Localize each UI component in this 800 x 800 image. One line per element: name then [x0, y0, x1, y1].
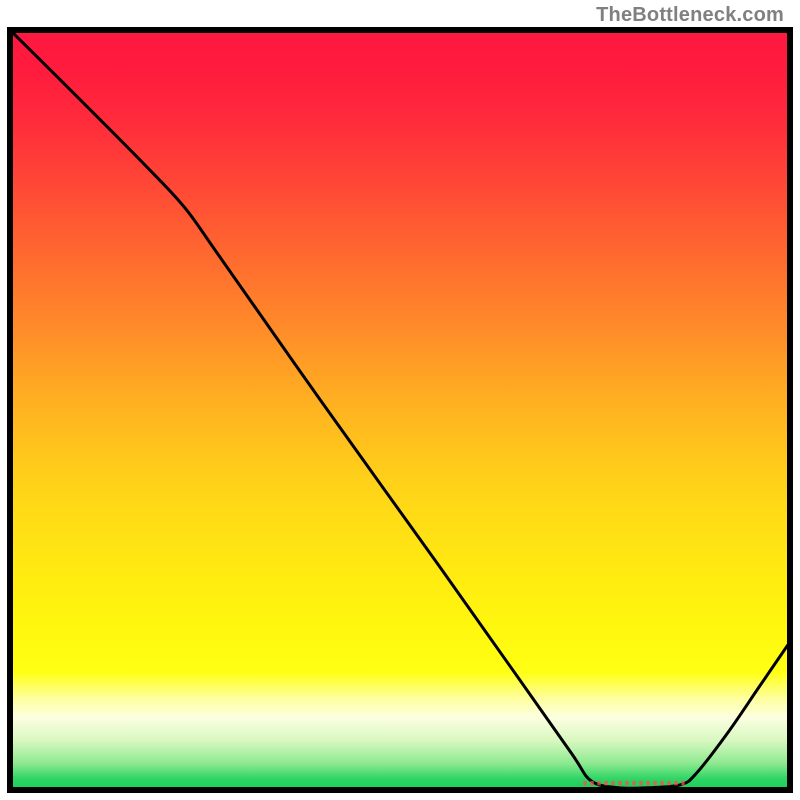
bottleneck-chart [0, 0, 800, 800]
chart-container: TheBottleneck.com [0, 0, 800, 800]
gradient-background [10, 30, 790, 790]
watermark-label: TheBottleneck.com [596, 4, 784, 27]
